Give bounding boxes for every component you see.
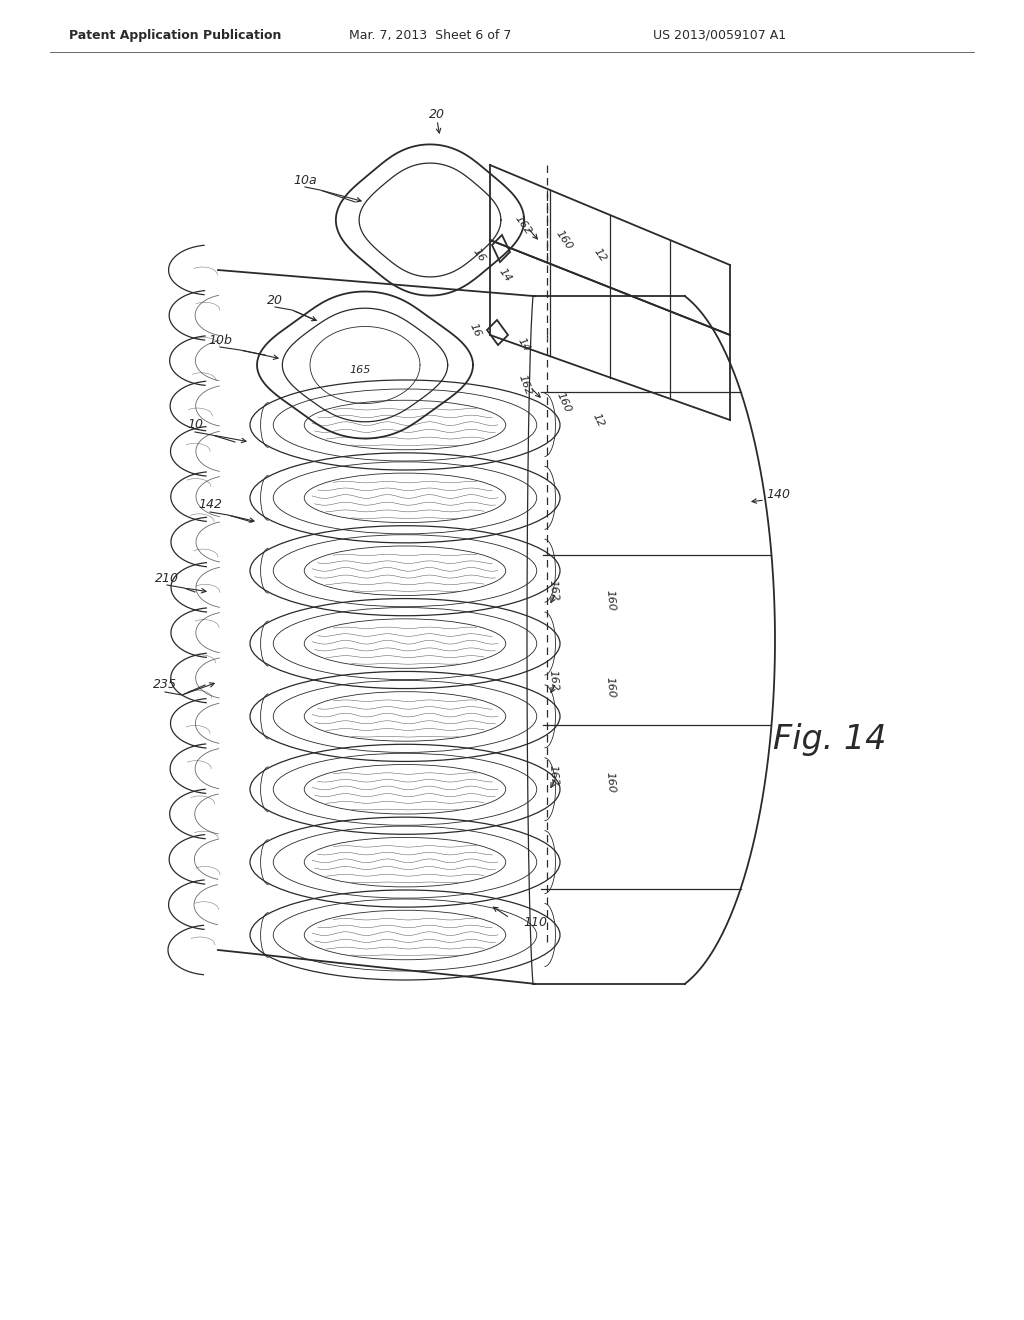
Text: Patent Application Publication: Patent Application Publication (69, 29, 282, 41)
Text: 162: 162 (547, 669, 559, 692)
Text: 140: 140 (766, 488, 790, 502)
Text: 12: 12 (591, 412, 605, 429)
Text: 16: 16 (468, 322, 482, 338)
Text: 210: 210 (155, 572, 179, 585)
Text: 20: 20 (267, 293, 283, 306)
Text: 160: 160 (604, 771, 615, 793)
Text: 14: 14 (516, 337, 531, 354)
Text: 20: 20 (429, 108, 445, 121)
Text: 162: 162 (517, 374, 534, 397)
Text: 142: 142 (198, 499, 222, 511)
Text: 16: 16 (471, 247, 487, 264)
Text: Mar. 7, 2013  Sheet 6 of 7: Mar. 7, 2013 Sheet 6 of 7 (349, 29, 511, 41)
Text: 14: 14 (497, 267, 513, 284)
Text: 160: 160 (554, 228, 574, 252)
Text: 12: 12 (592, 247, 608, 264)
Text: 162: 162 (547, 764, 559, 787)
Text: 160: 160 (555, 391, 573, 413)
Text: 110: 110 (523, 916, 547, 928)
Text: Fig. 14: Fig. 14 (773, 723, 887, 756)
Text: 165: 165 (349, 366, 371, 375)
Text: 10b: 10b (208, 334, 232, 346)
Text: 160: 160 (604, 589, 615, 611)
Text: 10: 10 (187, 418, 203, 432)
Text: 235: 235 (153, 678, 177, 692)
Text: 162: 162 (513, 214, 534, 236)
Text: 160: 160 (604, 676, 615, 698)
Text: 162: 162 (547, 579, 559, 601)
Text: US 2013/0059107 A1: US 2013/0059107 A1 (653, 29, 786, 41)
Text: 10a: 10a (293, 173, 316, 186)
